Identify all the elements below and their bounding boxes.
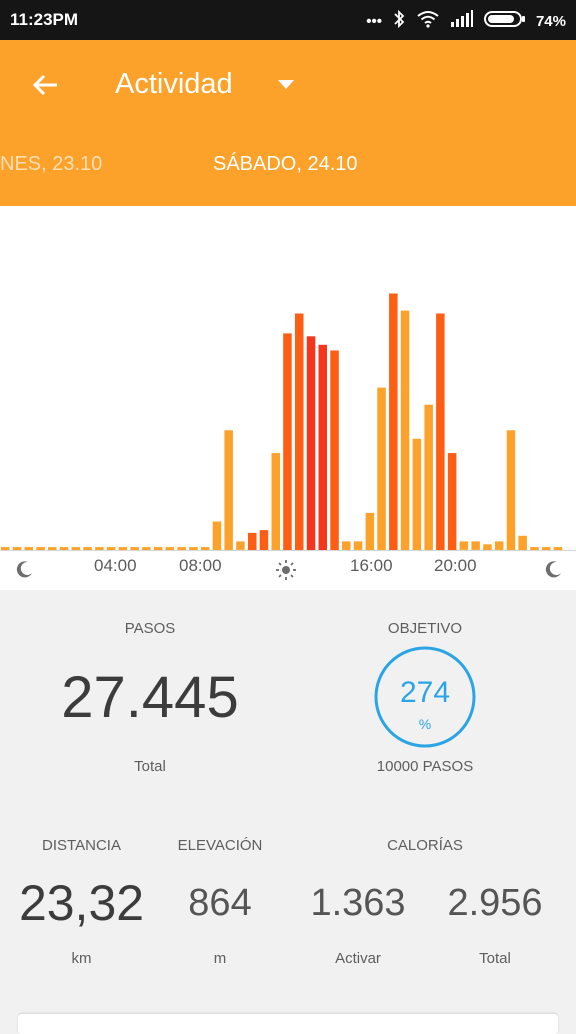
chart-bar-5 [59, 547, 69, 550]
steps-unit: Total [134, 758, 166, 775]
chart-bar-12 [142, 547, 151, 550]
battery-percent: 74% [535, 12, 566, 30]
goal-label: OBJETIVO [387, 620, 463, 637]
chart-bar-30 [353, 541, 363, 550]
distance-value: 23,32 [18, 875, 145, 931]
status-bar: 11:23PM ••• 74% [0, 0, 576, 40]
chart-bar-31 [365, 512, 375, 550]
chart-bar-21 [248, 532, 257, 550]
status-icons: ••• 74% [366, 9, 566, 33]
goal-percent-value: 274 [399, 676, 451, 709]
chart-bar-32 [377, 387, 386, 550]
calories-total-value: 2.956 [447, 882, 543, 924]
chart-bar-1 [12, 547, 22, 550]
moon-icon [545, 560, 563, 578]
steps-label: PASOS [124, 620, 176, 637]
elevation-unit: m [213, 950, 227, 967]
chart-bar-18 [212, 521, 222, 550]
chart-bar-13 [153, 547, 163, 550]
calories-total-unit: Total [479, 950, 511, 967]
chart-bar-37 [436, 313, 445, 550]
chart-bar-15 [177, 547, 186, 550]
chart-bar-43 [506, 430, 516, 550]
dropdown-caret-icon[interactable] [278, 80, 294, 89]
distance-label: DISTANCIA [42, 837, 121, 854]
chart-bar-42 [494, 541, 504, 550]
chart-bar-9 [106, 547, 116, 550]
elevation-label: ELEVACIÓN [177, 837, 263, 854]
chart-bar-0 [1, 547, 10, 550]
chart-bar-2 [24, 547, 33, 550]
date-tab-current[interactable]: SÁBADO, 24.10 [213, 153, 358, 175]
chart-bar-10 [118, 547, 128, 550]
more-icon: ••• [366, 12, 382, 30]
chart-bar-23 [271, 453, 280, 550]
calories-active-unit: Activar [335, 950, 381, 967]
chart-bar-27 [318, 344, 327, 550]
elevation-value: 864 [188, 882, 252, 924]
chart-bar-46 [542, 547, 551, 550]
calories-active-value: 1.363 [310, 882, 406, 924]
chart-bar-44 [518, 535, 527, 551]
goal-target: 10000 PASOS [376, 758, 474, 775]
chart-bar-6 [71, 547, 81, 550]
chart-bar-22 [259, 530, 269, 551]
chart-bar-45 [530, 547, 539, 550]
chart-bar-17 [200, 547, 210, 550]
chart-bar-7 [83, 547, 92, 550]
bluetooth-icon [392, 9, 406, 33]
chart-bar-3 [36, 547, 45, 550]
chart-bar-36 [424, 404, 433, 550]
axis-label-1600: 16:00 [350, 556, 393, 575]
chart-bar-19 [224, 430, 233, 550]
app-bar: Actividad NES, 23.10 SÁBADO, 24.10 [0, 40, 576, 206]
chart-bar-4 [48, 547, 57, 550]
chart-bar-11 [130, 547, 139, 550]
wifi-icon [416, 10, 440, 32]
activity-chart[interactable] [0, 206, 576, 590]
battery-icon [483, 10, 526, 32]
chart-bar-29 [342, 541, 351, 550]
chart-bar-40 [471, 541, 480, 550]
axis-label-0800: 08:00 [179, 556, 222, 575]
bottom-card[interactable] [18, 1014, 558, 1034]
chart-bar-38 [447, 453, 457, 550]
distance-unit: km [71, 950, 92, 967]
chart-bar-35 [412, 438, 422, 550]
chart-bar-20 [236, 541, 245, 550]
back-arrow-icon[interactable] [28, 67, 64, 103]
chart-bar-24 [283, 333, 292, 550]
status-time: 11:23PM [10, 10, 79, 29]
chart-bar-39 [459, 541, 469, 550]
axis-label-2000: 20:00 [434, 556, 477, 575]
chart-bar-47 [553, 547, 563, 550]
chart-bar-25 [295, 313, 304, 550]
steps-value: 27.445 [61, 665, 239, 730]
axis-label-0400: 04:00 [94, 556, 137, 575]
chart-bar-33 [389, 293, 398, 550]
moon-icon [16, 560, 34, 578]
chart-bar-41 [483, 544, 492, 550]
goal-percent-sign: % [418, 716, 432, 732]
chart-bar-28 [330, 350, 339, 550]
chart-bar-8 [95, 547, 104, 550]
date-tab-previous[interactable]: NES, 23.10 [0, 153, 103, 175]
chart-bar-34 [400, 310, 410, 550]
page-title[interactable]: Actividad [115, 68, 233, 100]
chart-bar-16 [189, 547, 198, 550]
signal-icon [450, 10, 474, 32]
sun-icon [276, 560, 296, 580]
chart-bar-26 [306, 336, 316, 551]
chart-bar-14 [165, 547, 175, 550]
calories-label: CALORÍAS [387, 837, 463, 854]
activity-bar-chart [0, 293, 576, 551]
goal-progress-ring [374, 646, 476, 748]
